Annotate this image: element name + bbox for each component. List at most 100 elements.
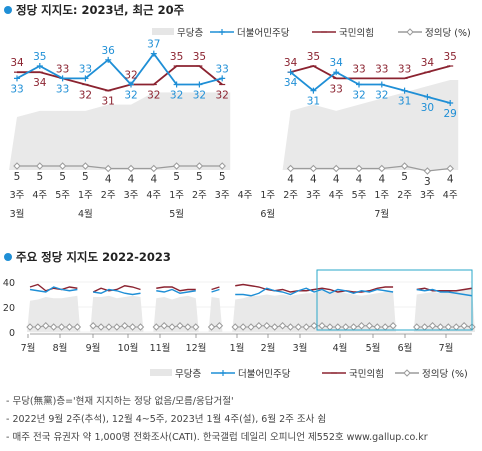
justice-point: [58, 162, 67, 170]
justice-point: [192, 323, 200, 331]
month-label: 5월: [366, 342, 381, 354]
x-tick-label: 5주: [352, 190, 367, 201]
dem-point: [356, 81, 362, 88]
dem-point: [105, 56, 112, 63]
dem-value-label: 33: [216, 63, 229, 75]
dem-point: [424, 93, 431, 100]
justice-point: [150, 164, 158, 173]
y-tick-label: 40: [3, 278, 15, 289]
justice-point: [270, 323, 279, 331]
footnote-3: - 매주 전국 유권자 약 1,000명 전화조사(CATI). 한국갤럽 데일…: [6, 431, 428, 443]
justice-point: [49, 323, 58, 331]
dem-value-label: 35: [33, 51, 46, 63]
x-tick-label: 4주: [443, 190, 458, 201]
justice-point: [34, 323, 42, 331]
area-none-seg-0: [9, 92, 231, 170]
legend-label-ppp: 국민의힘: [339, 28, 374, 39]
x-tick-label: 2주: [192, 190, 207, 201]
dem-line-seg-1: [290, 71, 451, 104]
justice-point: [207, 323, 216, 331]
dem-line: [29, 286, 78, 293]
justice-point: [104, 164, 112, 173]
ppp-line: [211, 286, 220, 291]
justice-point: [239, 323, 247, 331]
legend-label-dem: 더불어민주당: [237, 28, 290, 39]
justice-value-label: 5: [14, 171, 21, 183]
justice-point: [247, 323, 255, 331]
ppp-line: [92, 285, 141, 293]
ppp-value-label: 33: [375, 63, 388, 75]
ppp-value-label: 34: [421, 57, 435, 69]
dem-point: [219, 75, 226, 82]
dem-value-label: 32: [193, 90, 206, 102]
area-none-seg: [413, 288, 475, 332]
ppp-value-label: 31: [102, 96, 115, 108]
justice-point: [168, 323, 176, 331]
justice-value-label: 4: [310, 174, 317, 186]
justice-value-label: 4: [447, 174, 454, 186]
ppp-value-label: 35: [170, 51, 183, 63]
ppp-value-label: 33: [398, 63, 411, 75]
legend-swatch-none: [152, 28, 174, 35]
dem-line: [211, 288, 220, 293]
ppp-value-label: 33: [330, 83, 343, 95]
dem-value-label: 30: [421, 102, 434, 114]
recent-period-highlight: [316, 269, 473, 331]
ppp-line-seg-1: [290, 65, 451, 80]
dem-point: [82, 75, 89, 82]
ppp-value-label: 35: [193, 51, 206, 63]
justice-point: [89, 322, 97, 330]
x-tick-label: 3주: [306, 190, 321, 201]
justice-point: [428, 322, 437, 330]
ppp-line: [235, 283, 394, 293]
legend-label-justice: 정의당 (%): [425, 28, 471, 39]
month-label: 12월: [186, 342, 207, 354]
legend-marker-dem: [219, 29, 225, 35]
dem-point: [447, 100, 454, 107]
dem-value-label: 32: [170, 90, 183, 102]
justice-value-label: 4: [378, 174, 385, 186]
justice-value-label: 5: [196, 171, 203, 183]
justice-point: [215, 322, 224, 330]
month-label: 3월: [10, 208, 25, 220]
justice-point: [13, 162, 21, 170]
x-tick-label: 4주: [329, 190, 344, 201]
dem-point: [401, 87, 408, 94]
justice-value-label: 5: [59, 171, 66, 183]
justice-point: [195, 162, 204, 170]
justice-point: [176, 322, 184, 330]
justice-point: [57, 323, 66, 331]
chart-title: 주요 정당 지지도 2022-2023: [16, 250, 171, 264]
month-label: 7월: [374, 208, 389, 220]
dem-point: [310, 87, 317, 94]
dem-point: [59, 75, 66, 82]
legend-label-none: 무당층: [177, 28, 203, 39]
month-label: 8월: [53, 342, 68, 354]
x-tick-label: 2주: [397, 190, 412, 201]
legend-swatch-none: [150, 369, 172, 376]
dem-value-label: 34: [284, 77, 298, 89]
month-label: 11월: [150, 342, 171, 354]
justice-point: [160, 322, 168, 330]
x-tick-label: 1주: [78, 190, 93, 201]
justice-value-label: 5: [219, 171, 226, 183]
justice-point: [278, 322, 287, 330]
dem-value-label: 32: [375, 90, 388, 102]
justice-point: [310, 322, 318, 330]
justice-point: [231, 323, 239, 331]
ppp-value-label: 33: [352, 63, 365, 75]
dem-value-label: 32: [124, 90, 137, 102]
ppp-line: [29, 283, 78, 292]
footnote-2: - 2022년 9월 2주(추석), 12월 4~5주, 2023년 1월 4주…: [6, 413, 326, 425]
justice-point: [355, 164, 363, 173]
legend-marker-dem: [220, 370, 226, 376]
area-none-seg-1: [282, 80, 459, 170]
justice-point: [286, 323, 295, 331]
dem-value-label: 31: [307, 96, 320, 108]
justice-point: [263, 322, 271, 330]
dem-point: [173, 81, 180, 88]
justice-point: [294, 323, 303, 331]
chart-title: 정당 지지도: 2023년, 최근 20주: [16, 3, 185, 17]
justice-value-label: 3: [424, 176, 431, 188]
